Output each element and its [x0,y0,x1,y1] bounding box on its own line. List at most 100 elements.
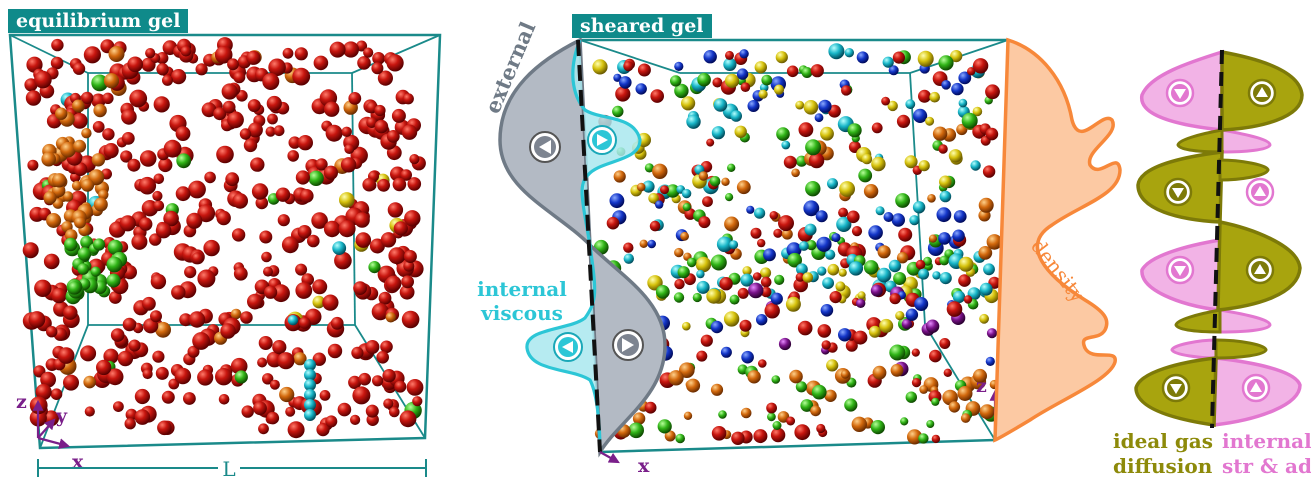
particle [970,160,981,171]
particle [50,388,63,401]
particle [329,41,346,58]
particle [786,65,799,78]
particle [297,225,312,239]
particle [25,90,42,106]
particle [868,225,883,240]
particle [613,170,626,183]
particle [674,278,685,290]
particle [258,423,269,435]
particle [909,215,920,226]
particle [288,136,301,149]
particle [404,210,421,227]
particle [840,369,850,379]
particle [769,211,779,220]
particle [215,368,233,386]
particle [400,169,413,181]
particle [747,370,761,384]
particle [230,308,242,320]
particle [374,104,386,117]
particle [723,311,740,327]
particle [117,350,134,367]
particle [644,163,655,173]
particle [93,197,108,212]
particle [926,420,935,428]
particle [856,51,869,64]
particle [377,70,393,86]
particle [161,390,175,404]
particle [761,74,773,86]
particle [925,116,935,126]
particle [858,168,873,183]
particle [801,67,813,78]
particle [124,418,136,430]
particle [720,346,732,358]
particle [171,285,186,300]
particle [635,83,647,95]
olive-marker-1 [1247,78,1277,108]
particle [952,290,966,304]
particle [389,406,400,418]
particle [247,293,263,310]
particle [63,374,79,391]
particle [918,89,931,103]
particle [985,84,1000,100]
particle [107,239,123,255]
particle [362,177,377,192]
particle [750,227,762,239]
particle [239,128,252,140]
particle [391,108,406,123]
particle [698,216,711,229]
particle [121,109,137,125]
particle [973,368,987,383]
particle [979,282,993,296]
particle [247,122,263,138]
particle [696,269,705,279]
particle [134,388,150,405]
particle [383,398,394,409]
particle [781,228,793,240]
particle [377,178,390,192]
particle [939,175,952,189]
particle [752,272,762,281]
particle [660,185,669,195]
particle [24,78,38,92]
particle [805,139,822,156]
particle [951,82,964,96]
particle [923,256,932,266]
particle [96,359,112,376]
particle [73,139,87,153]
particle [122,317,137,332]
particle [234,370,248,384]
particle [979,404,995,420]
particle [191,252,204,264]
particle [153,173,165,185]
particle [80,345,97,362]
particle [668,370,684,386]
particle [402,93,414,105]
particle [156,63,169,76]
particle [702,196,713,208]
particle [804,223,817,236]
particle [399,410,417,428]
particle [34,70,52,89]
particle [216,210,231,226]
particle [258,336,273,350]
particle [138,176,157,195]
particle [251,183,269,200]
particle [822,277,834,289]
left-axis-z: z [16,391,27,413]
particle [815,210,828,223]
particle [341,126,352,137]
particle [731,431,745,445]
particle [353,281,367,295]
particle [247,99,261,113]
particle [152,190,163,202]
particle [985,356,995,366]
pink-marker-4 [1241,373,1271,403]
particle [214,46,233,64]
particle [928,234,938,243]
particle [794,424,811,441]
particle [725,193,734,202]
particle [142,296,156,311]
particle [950,50,963,63]
